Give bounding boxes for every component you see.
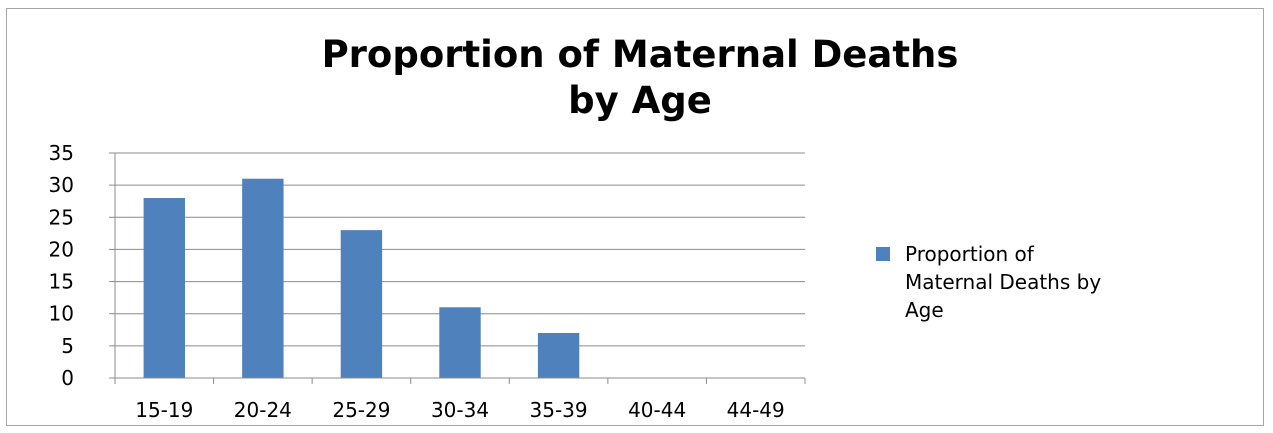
- gridlines: [115, 152, 805, 347]
- x-tick-labels: 15-19 20-24 25-29 30-34 35-39 40-44 44-49: [135, 398, 785, 422]
- bar-35-39: [537, 333, 580, 378]
- chart-title-line-1: Proportion of Maternal Deaths: [322, 33, 959, 76]
- y-tick-label: 25: [49, 205, 74, 229]
- x-tick-label: 30-34: [431, 398, 489, 422]
- legend-swatch: [876, 247, 890, 261]
- chart-title: Proportion of Maternal Deaths by Age: [322, 33, 959, 122]
- bar-25-29: [340, 230, 383, 378]
- legend-label-line-3: Age: [905, 298, 944, 322]
- y-tick-label: 20: [49, 237, 74, 261]
- legend-label-line-1: Proportion of: [905, 242, 1035, 266]
- x-tick-label: 25-29: [332, 398, 390, 422]
- bars: [143, 178, 580, 378]
- legend: Proportion of Maternal Deaths by Age: [876, 242, 1101, 322]
- x-tick-label: 44-49: [727, 398, 785, 422]
- y-tick-labels: 0 5 10 15 20 25 30 35: [49, 141, 74, 390]
- chart-title-line-2: by Age: [568, 79, 712, 122]
- x-tick-label: 15-19: [135, 398, 193, 422]
- y-tick-label: 30: [49, 173, 74, 197]
- x-tick-label: 20-24: [234, 398, 292, 422]
- axes: [109, 152, 806, 384]
- bar-30-34: [439, 307, 481, 378]
- y-tick-label: 5: [61, 334, 74, 358]
- y-tick-label: 0: [61, 366, 74, 390]
- x-tick-label: 35-39: [530, 398, 588, 422]
- x-tick-label: 40-44: [628, 398, 686, 422]
- y-tick-label: 10: [49, 302, 74, 326]
- legend-label-line-2: Maternal Deaths by: [905, 270, 1101, 294]
- bar-20-24: [242, 178, 284, 378]
- y-tick-label: 15: [49, 270, 74, 294]
- bar-15-19: [143, 198, 185, 378]
- y-tick-label: 35: [49, 141, 74, 165]
